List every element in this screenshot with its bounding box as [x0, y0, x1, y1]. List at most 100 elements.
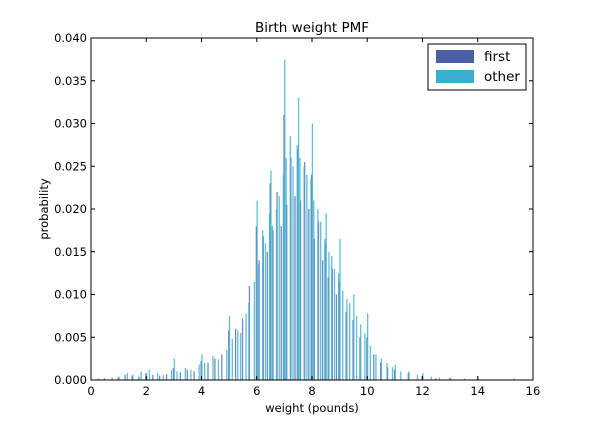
bar-other-34	[271, 226, 273, 380]
bar-first-14	[207, 362, 209, 380]
bar-other-82	[513, 378, 515, 380]
bar-other-37	[282, 174, 285, 380]
y-tick-label-8: 0.040	[54, 31, 87, 45]
bar-other-60	[346, 298, 348, 380]
bar-other-1	[111, 377, 113, 380]
bar-other-31	[264, 243, 267, 380]
bar-other-47	[310, 179, 312, 380]
bar-other-73	[400, 371, 402, 380]
bar-other-62	[353, 294, 355, 380]
bar-other-4	[132, 374, 134, 380]
bar-first-49	[366, 337, 368, 380]
bar-other-0	[97, 378, 99, 380]
bar-first-42	[327, 277, 329, 380]
bar-first-8	[165, 374, 168, 380]
y-axis-ticks: 0.000 0.005 0.010 0.015 0.020 0.025 0.030 0.035…	[54, 31, 533, 387]
bar-other-30	[262, 230, 264, 380]
bar-other-11	[173, 358, 175, 381]
bar-first-47	[352, 320, 354, 380]
bar-other-33	[270, 170, 272, 380]
bar-other-43	[297, 97, 300, 380]
bar-other-44	[299, 157, 301, 380]
bar-other-71	[391, 367, 394, 380]
bar-other-21	[228, 315, 231, 381]
bar-other-8	[157, 373, 159, 380]
x-tick-label-5: 10	[360, 384, 375, 398]
bar-other-66	[367, 313, 369, 380]
bar-first-12	[193, 371, 195, 380]
bar-first-16	[221, 354, 223, 380]
bar-other-79	[449, 377, 452, 380]
bar-other-9	[162, 374, 164, 380]
bar-first-56	[435, 378, 437, 380]
bar-other-68	[375, 354, 377, 380]
bar-other-48	[311, 123, 314, 380]
bar-other-65	[364, 332, 366, 380]
bar-first-44	[335, 294, 338, 380]
bar-other-13	[184, 368, 186, 380]
bar-other-40	[289, 136, 291, 380]
bar-other-53	[325, 213, 327, 380]
bar-other-80	[463, 378, 465, 380]
y-tick-label-0: 0.000	[54, 373, 87, 387]
bar-first-32	[294, 196, 296, 380]
bar-other-26	[248, 303, 250, 380]
bar-first-0	[103, 378, 106, 380]
bar-first-13	[200, 361, 202, 380]
x-tick-label-1: 2	[143, 384, 150, 398]
bar-other-15	[198, 364, 200, 380]
bar-other-55	[331, 256, 333, 380]
bar-first-4	[138, 376, 140, 380]
bars-layer	[97, 59, 515, 381]
bar-other-20	[226, 350, 228, 380]
bar-other-32	[268, 213, 271, 380]
bar-other-75	[416, 374, 419, 380]
bar-other-56	[333, 268, 336, 380]
bar-other-41	[292, 166, 294, 380]
bar-other-38	[284, 59, 286, 381]
bar-other-27	[253, 281, 256, 380]
bar-other-57	[337, 273, 340, 381]
bar-other-74	[408, 371, 410, 380]
bar-other-70	[386, 362, 388, 380]
bar-first-54	[407, 373, 409, 380]
legend-label-other: other	[484, 69, 520, 85]
bar-other-64	[360, 324, 362, 380]
bar-other-18	[212, 356, 214, 380]
bar-first-11	[186, 369, 188, 380]
bar-other-54	[328, 251, 330, 380]
legend-swatch-other	[436, 70, 474, 83]
x-tick-label-2: 4	[198, 384, 205, 398]
legend-swatch-first	[436, 50, 474, 63]
bar-first-6	[152, 374, 154, 380]
bar-other-46	[306, 174, 308, 380]
legend: first other	[427, 43, 527, 91]
bar-first-21	[255, 226, 257, 380]
bar-first-57	[449, 378, 451, 380]
y-tick-label-3: 0.015	[54, 245, 87, 259]
bar-other-39	[285, 157, 287, 380]
bar-other-3	[126, 373, 128, 380]
y-tick-label-2: 0.010	[54, 288, 87, 302]
bar-other-17	[204, 362, 206, 380]
bar-other-77	[430, 376, 432, 380]
y-tick-label-4: 0.020	[54, 202, 87, 216]
bar-other-16	[201, 354, 203, 380]
bar-other-51	[320, 221, 322, 380]
x-tick-label-8: 16	[526, 384, 541, 398]
x-tick-label-3: 6	[253, 384, 260, 398]
bar-first-3	[131, 375, 133, 380]
bar-other-22	[231, 338, 233, 380]
bar-other-2	[118, 376, 120, 380]
bar-other-72	[394, 364, 396, 380]
bar-first-10	[179, 372, 182, 380]
bar-other-23	[237, 330, 239, 380]
bar-first-46	[345, 311, 347, 380]
bar-other-67	[369, 345, 372, 380]
x-tick-label-0: 0	[87, 384, 94, 398]
bar-other-36	[278, 196, 280, 380]
y-tick-label-1: 0.005	[54, 330, 87, 344]
x-tick-label-6: 12	[415, 384, 430, 398]
x-axis-label: weight (pounds)	[265, 401, 359, 415]
